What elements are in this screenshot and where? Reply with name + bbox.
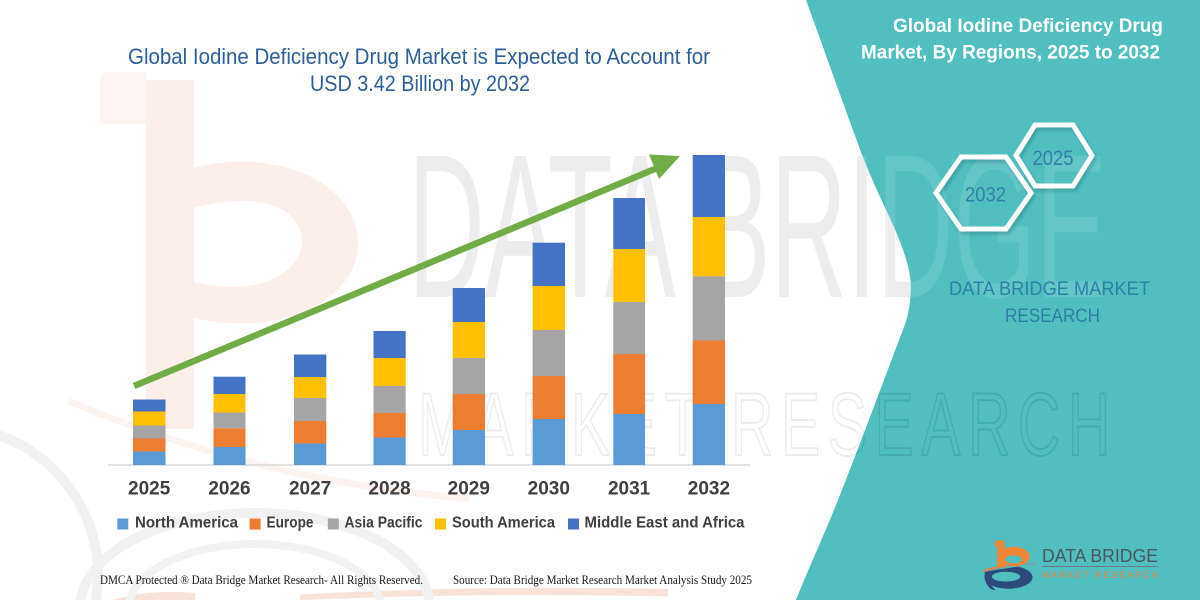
svg-text:DATA BRIDGE: DATA BRIDGE — [1042, 546, 1158, 566]
svg-text:Market, By Regions, 2025 to 20: Market, By Regions, 2025 to 2032 — [861, 42, 1160, 64]
svg-text:2031: 2031 — [608, 479, 651, 500]
svg-text:DMCA Protected ® Data Bridge M: DMCA Protected ® Data Bridge Market Rese… — [100, 572, 423, 587]
svg-text:MARKET RESEARCH: MARKET RESEARCH — [1042, 570, 1158, 580]
svg-text:Middle East and Africa: Middle East and Africa — [585, 515, 745, 532]
svg-text:2025: 2025 — [1033, 147, 1074, 170]
svg-text:Global Iodine Deficiency Drug: Global Iodine Deficiency Drug — [893, 15, 1163, 37]
svg-text:RESEARCH: RESEARCH — [1005, 306, 1100, 327]
svg-text:2032: 2032 — [965, 184, 1006, 207]
svg-text:Global Iodine Deficiency Drug: Global Iodine Deficiency Drug Market is … — [128, 44, 710, 69]
svg-text:USD 3.42 Billion by 2032: USD 3.42 Billion by 2032 — [310, 71, 530, 96]
svg-text:Asia Pacific: Asia Pacific — [345, 515, 423, 532]
svg-text:North America: North America — [135, 515, 238, 532]
svg-text:Europe: Europe — [267, 515, 314, 532]
svg-text:DATA BRIDGE MARKET: DATA BRIDGE MARKET — [949, 279, 1150, 300]
svg-text:2028: 2028 — [368, 479, 410, 500]
svg-text:2025: 2025 — [128, 479, 171, 500]
svg-text:2026: 2026 — [208, 479, 250, 500]
svg-text:2027: 2027 — [289, 479, 331, 500]
svg-text:2030: 2030 — [528, 479, 570, 500]
svg-text:Source: Data Bridge Market Res: Source: Data Bridge Market Research Mark… — [453, 572, 752, 587]
svg-text:2029: 2029 — [448, 479, 490, 500]
svg-text:2032: 2032 — [688, 479, 730, 500]
svg-text:MARKET RESEARCH: MARKET RESEARCH — [418, 374, 1118, 474]
svg-text:DATA BRIDGE: DATA BRIDGE — [408, 112, 1107, 341]
svg-text:South America: South America — [452, 515, 555, 532]
